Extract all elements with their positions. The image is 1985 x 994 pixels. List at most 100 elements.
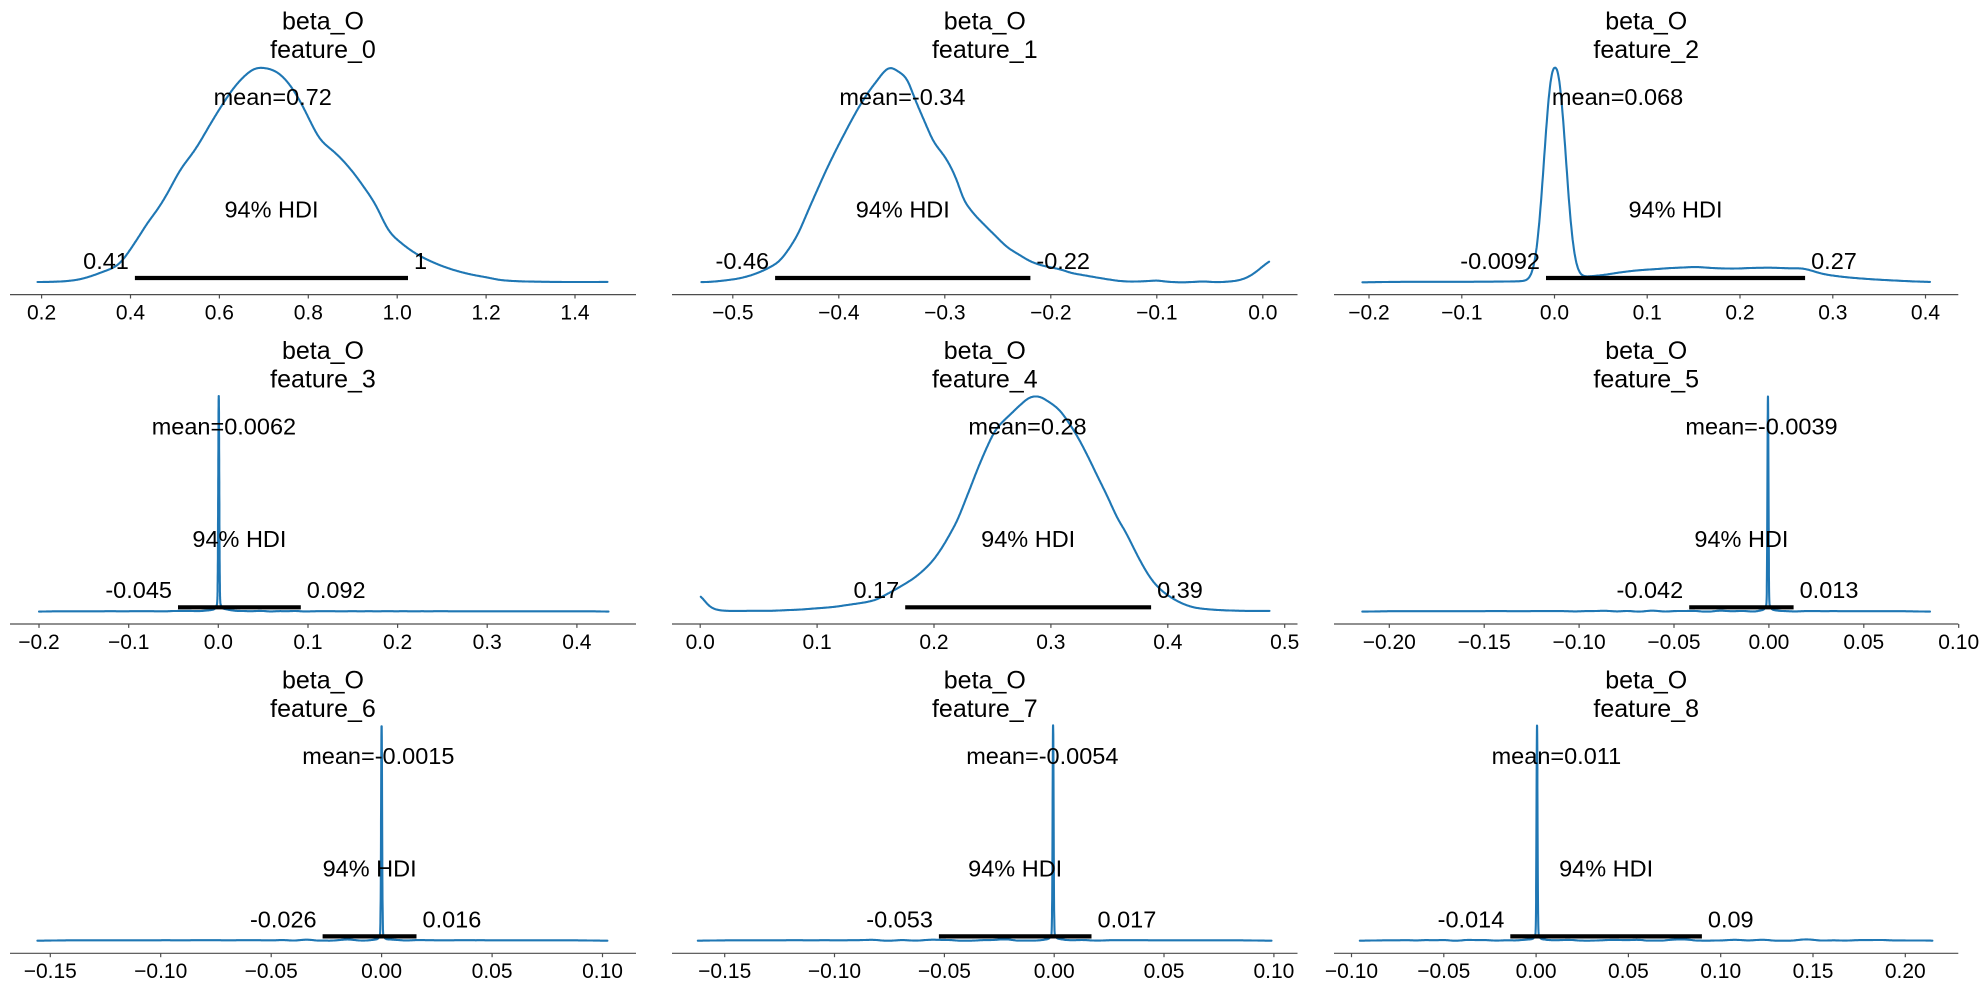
svg-text:0.1: 0.1 — [1633, 301, 1662, 324]
svg-text:0.2: 0.2 — [27, 301, 56, 324]
svg-text:0.4: 0.4 — [1911, 301, 1941, 324]
svg-text:−0.1: −0.1 — [108, 631, 149, 654]
svg-text:beta_O: beta_O — [1605, 8, 1687, 36]
svg-text:-0.014: -0.014 — [1438, 907, 1505, 933]
svg-text:feature_0: feature_0 — [270, 36, 376, 64]
svg-text:0.41: 0.41 — [83, 248, 129, 274]
svg-text:feature_5: feature_5 — [1593, 366, 1699, 394]
svg-text:−0.10: −0.10 — [1325, 960, 1378, 983]
svg-text:-0.042: -0.042 — [1617, 577, 1684, 603]
svg-text:0.2: 0.2 — [1725, 301, 1754, 324]
svg-text:0.00: 0.00 — [361, 960, 402, 983]
svg-text:0.4: 0.4 — [1153, 631, 1183, 654]
svg-text:0.00: 0.00 — [1516, 960, 1557, 983]
svg-text:mean=0.28: mean=0.28 — [968, 413, 1086, 439]
svg-text:0.013: 0.013 — [1800, 577, 1859, 603]
svg-text:beta_O: beta_O — [282, 666, 364, 694]
svg-text:0.10: 0.10 — [1700, 960, 1741, 983]
svg-text:feature_8: feature_8 — [1593, 695, 1699, 723]
svg-text:0.2: 0.2 — [383, 631, 412, 654]
svg-text:94% HDI: 94% HDI — [1628, 197, 1722, 223]
svg-text:mean=-0.0015: mean=-0.0015 — [302, 743, 454, 769]
svg-text:0.27: 0.27 — [1811, 248, 1857, 274]
svg-text:0.4: 0.4 — [562, 631, 592, 654]
svg-text:mean=0.0062: mean=0.0062 — [152, 413, 296, 439]
svg-text:94% HDI: 94% HDI — [856, 197, 950, 223]
svg-text:−0.4: −0.4 — [818, 301, 860, 324]
svg-text:0.8: 0.8 — [294, 301, 323, 324]
svg-text:94% HDI: 94% HDI — [981, 526, 1075, 552]
svg-text:beta_O: beta_O — [282, 337, 364, 365]
svg-text:−0.2: −0.2 — [1030, 301, 1071, 324]
svg-text:feature_2: feature_2 — [1593, 36, 1699, 64]
svg-text:−0.10: −0.10 — [1553, 631, 1606, 654]
svg-text:0.0: 0.0 — [1248, 301, 1277, 324]
svg-text:0.39: 0.39 — [1157, 577, 1203, 603]
svg-text:feature_1: feature_1 — [932, 36, 1038, 64]
svg-text:feature_3: feature_3 — [270, 366, 376, 394]
svg-text:0.00: 0.00 — [1748, 631, 1789, 654]
svg-text:feature_6: feature_6 — [270, 695, 376, 723]
svg-text:0.05: 0.05 — [1608, 960, 1649, 983]
svg-text:-0.045: -0.045 — [105, 577, 172, 603]
svg-text:0.10: 0.10 — [1253, 960, 1294, 983]
svg-text:0.092: 0.092 — [307, 577, 366, 603]
svg-text:0.10: 0.10 — [1938, 631, 1979, 654]
svg-text:feature_4: feature_4 — [932, 366, 1038, 394]
svg-text:beta_O: beta_O — [282, 8, 364, 36]
svg-text:94% HDI: 94% HDI — [224, 197, 318, 223]
svg-text:0.1: 0.1 — [802, 631, 831, 654]
svg-text:0.15: 0.15 — [1793, 960, 1834, 983]
svg-text:0.0: 0.0 — [686, 631, 715, 654]
svg-text:−0.10: −0.10 — [134, 960, 187, 983]
svg-text:−0.3: −0.3 — [924, 301, 965, 324]
svg-text:0.10: 0.10 — [582, 960, 623, 983]
svg-text:beta_O: beta_O — [944, 337, 1026, 365]
svg-text:0.00: 0.00 — [1034, 960, 1075, 983]
svg-text:0.20: 0.20 — [1885, 960, 1926, 983]
svg-text:−0.05: −0.05 — [1417, 960, 1470, 983]
svg-text:−0.5: −0.5 — [712, 301, 753, 324]
svg-text:0.4: 0.4 — [116, 301, 146, 324]
svg-text:−0.2: −0.2 — [1348, 301, 1389, 324]
svg-text:−0.10: −0.10 — [808, 960, 861, 983]
svg-text:0.5: 0.5 — [1270, 631, 1299, 654]
svg-text:−0.05: −0.05 — [245, 960, 298, 983]
svg-text:-0.053: -0.053 — [866, 907, 933, 933]
svg-text:mean=-0.0054: mean=-0.0054 — [966, 743, 1118, 769]
svg-text:mean=-0.34: mean=-0.34 — [839, 84, 965, 110]
svg-text:−0.20: −0.20 — [1363, 631, 1416, 654]
svg-text:0.6: 0.6 — [205, 301, 234, 324]
svg-text:mean=0.011: mean=0.011 — [1492, 743, 1622, 769]
svg-text:−0.15: −0.15 — [1458, 631, 1511, 654]
svg-text:94% HDI: 94% HDI — [968, 855, 1062, 881]
svg-text:beta_O: beta_O — [1605, 337, 1687, 365]
svg-text:-0.46: -0.46 — [716, 248, 770, 274]
svg-text:−0.15: −0.15 — [698, 960, 751, 983]
svg-text:94% HDI: 94% HDI — [1559, 855, 1653, 881]
svg-text:0.1: 0.1 — [293, 631, 322, 654]
svg-text:94% HDI: 94% HDI — [192, 526, 286, 552]
svg-text:mean=-0.0039: mean=-0.0039 — [1685, 413, 1837, 439]
svg-text:1.4: 1.4 — [560, 301, 590, 324]
svg-text:mean=0.068: mean=0.068 — [1552, 84, 1683, 110]
svg-text:1.0: 1.0 — [383, 301, 412, 324]
svg-text:0.3: 0.3 — [473, 631, 502, 654]
svg-text:0.017: 0.017 — [1098, 907, 1157, 933]
svg-text:mean=0.72: mean=0.72 — [214, 84, 332, 110]
svg-text:0.05: 0.05 — [1843, 631, 1884, 654]
svg-text:−0.2: −0.2 — [18, 631, 59, 654]
svg-text:0.016: 0.016 — [423, 907, 482, 933]
svg-text:0.0: 0.0 — [1540, 301, 1569, 324]
svg-text:−0.05: −0.05 — [918, 960, 971, 983]
svg-text:0.2: 0.2 — [919, 631, 948, 654]
svg-text:−0.1: −0.1 — [1441, 301, 1482, 324]
svg-text:0.3: 0.3 — [1036, 631, 1065, 654]
svg-text:0.09: 0.09 — [1708, 907, 1754, 933]
svg-text:94% HDI: 94% HDI — [323, 855, 417, 881]
svg-text:-0.026: -0.026 — [250, 907, 317, 933]
svg-text:94% HDI: 94% HDI — [1694, 526, 1788, 552]
svg-text:0.05: 0.05 — [1144, 960, 1185, 983]
svg-text:1.2: 1.2 — [471, 301, 500, 324]
svg-text:-0.22: -0.22 — [1036, 248, 1090, 274]
